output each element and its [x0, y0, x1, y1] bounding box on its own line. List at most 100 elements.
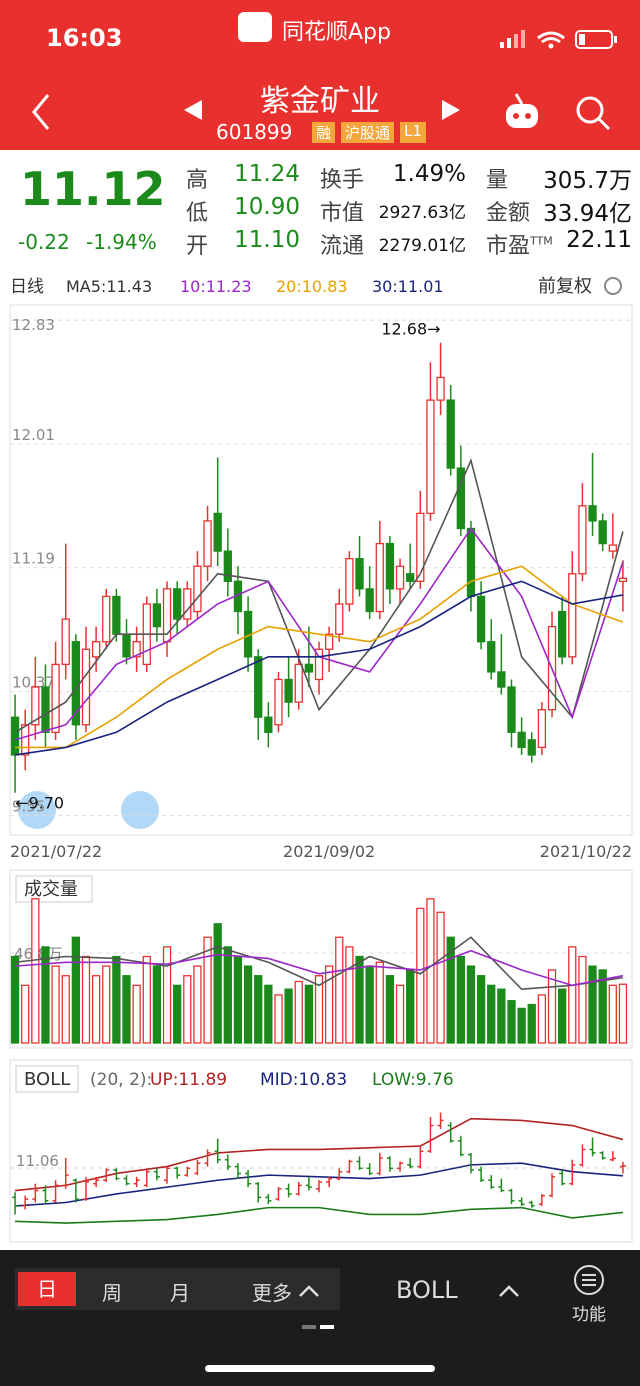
field-value: 305.7万	[543, 168, 632, 194]
volume-bar	[335, 936, 344, 1044]
volume-bar	[507, 1000, 516, 1044]
candle-body	[51, 663, 60, 733]
volume-bar	[152, 965, 162, 1044]
volume-bar	[324, 965, 334, 1044]
prev-stock[interactable]	[184, 100, 202, 120]
candle-body	[122, 633, 131, 658]
volume-bar	[314, 975, 324, 1044]
tab-week[interactable]: 周	[102, 1281, 122, 1305]
candle-body	[294, 663, 303, 703]
menu-label[interactable]: 功能	[572, 1305, 606, 1325]
volume-bar	[61, 975, 70, 1044]
volume-bar	[51, 965, 60, 1044]
volume-bar	[173, 984, 182, 1044]
volume-bar	[517, 1007, 526, 1044]
expand-button[interactable]	[121, 791, 159, 829]
candle-body	[203, 520, 212, 567]
candle-body	[345, 558, 354, 605]
candle-body	[476, 595, 486, 643]
bottom-icons	[205, 1265, 604, 1372]
field-value: 33.94亿	[543, 201, 632, 227]
adjust-button[interactable]: 前复权	[538, 276, 592, 297]
volume-bar	[547, 969, 557, 1044]
boll-line	[15, 1162, 623, 1207]
candle-body	[41, 686, 50, 733]
candle-body	[223, 550, 232, 582]
field-label: 市盈TTM	[486, 234, 553, 259]
volume-bar	[557, 988, 567, 1044]
candle-body	[497, 671, 506, 688]
volume-bar	[142, 955, 151, 1044]
tab-more[interactable]: 更多	[252, 1281, 292, 1305]
candle-body	[365, 588, 374, 613]
tag: L1	[400, 122, 426, 143]
volume-ma-line	[14, 936, 624, 991]
field-label: 高	[186, 168, 209, 193]
volume-bar	[91, 975, 101, 1044]
scroll-button[interactable]	[18, 791, 56, 829]
volume-bar	[416, 907, 425, 1044]
candle-body	[21, 724, 30, 756]
volume-bar	[497, 988, 506, 1044]
volume-bar	[10, 955, 20, 1044]
period-label: 日线	[10, 277, 44, 297]
y-tick-label: 9.55	[12, 797, 45, 815]
volume-bar	[203, 936, 212, 1044]
candle-body	[355, 558, 364, 590]
legend-item: 10:11.23	[180, 277, 252, 296]
field-value: 2927.63亿	[378, 203, 466, 223]
candle-body	[507, 686, 516, 733]
back-button[interactable]	[32, 94, 50, 130]
candle-body	[436, 376, 445, 401]
volume-bar	[284, 988, 293, 1044]
boll-title: BOLL	[24, 1069, 70, 1090]
legend-item: 20:10.83	[276, 277, 348, 296]
volume-bar	[243, 965, 253, 1044]
bottom-bar: 日 周 月 更多 BOLL 功能	[0, 1250, 640, 1386]
candle-body	[598, 520, 607, 545]
indicator-button[interactable]: BOLL	[396, 1276, 458, 1304]
candle-body	[395, 565, 405, 590]
volume-bar	[81, 955, 91, 1044]
tag: 沪股通	[341, 122, 395, 143]
search-button[interactable]	[576, 96, 611, 131]
field-value: 11.24	[234, 161, 300, 187]
settings-icon[interactable]	[604, 277, 622, 295]
robot-button[interactable]	[506, 93, 538, 128]
boll-params: (20, 2):	[90, 1070, 152, 1090]
volume-bar	[102, 965, 111, 1044]
candle-body	[284, 678, 293, 703]
candle-body	[416, 512, 425, 582]
volume-bar	[476, 975, 486, 1044]
app-icon	[238, 12, 272, 42]
volume-title-box	[15, 875, 93, 903]
volume-bar	[588, 965, 597, 1044]
candle-body	[568, 573, 577, 658]
next-stock[interactable]	[442, 100, 460, 120]
tab-month[interactable]: 月	[170, 1281, 190, 1305]
volume-bar	[31, 898, 40, 1044]
volume-bar	[41, 946, 50, 1044]
field-label: 金额	[486, 201, 531, 226]
candle-body	[31, 686, 40, 726]
volume-bar	[598, 969, 607, 1044]
candle-body	[213, 512, 222, 552]
legend-item: 30:11.01	[372, 277, 444, 296]
tab-day[interactable]: 日	[18, 1272, 76, 1306]
volume-bar	[304, 984, 314, 1044]
candle-body	[527, 739, 536, 756]
candle-body	[406, 573, 415, 582]
legend-item: MA5:11.43	[66, 277, 152, 296]
volume-bar	[122, 975, 131, 1044]
volume-bar	[162, 946, 172, 1044]
candle-body	[466, 527, 476, 598]
volume-bar	[193, 965, 202, 1044]
legend-item: MID:10.83	[260, 1070, 347, 1090]
candle-body	[588, 505, 597, 522]
volume-bar	[223, 946, 232, 1044]
volume-bar	[233, 955, 243, 1044]
field-value: 10.90	[234, 194, 300, 220]
status-icons	[500, 30, 617, 49]
y-tick-label: 12.83	[12, 316, 55, 334]
